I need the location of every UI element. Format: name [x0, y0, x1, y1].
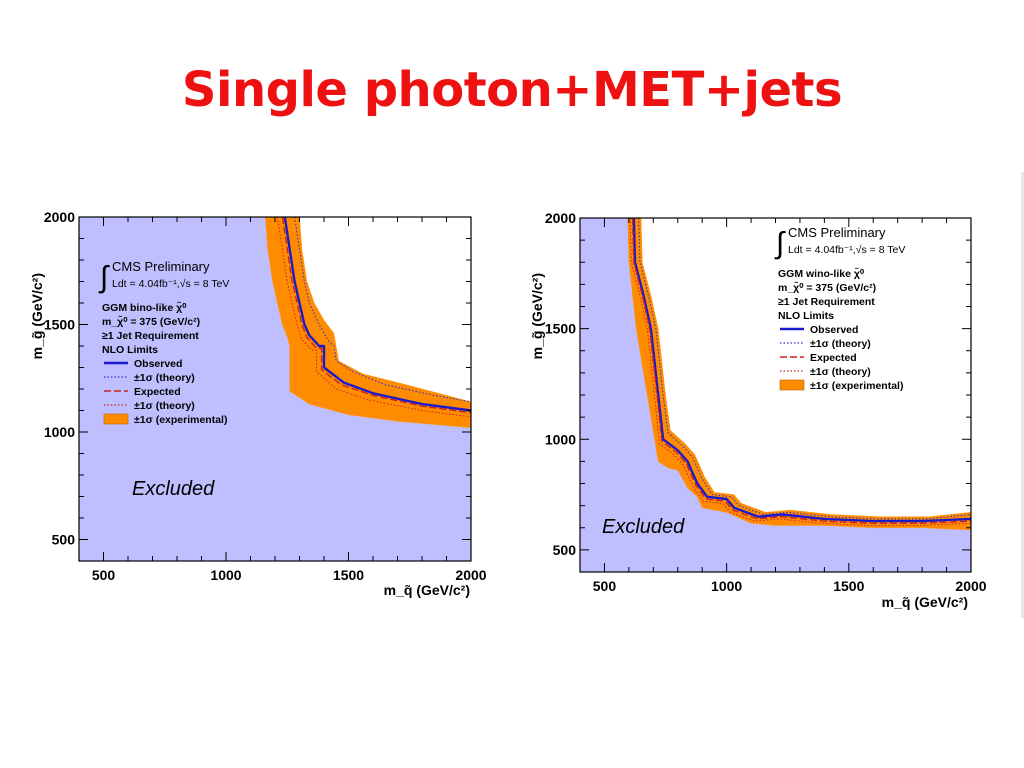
legend-label: Expected — [810, 352, 857, 364]
legend-label: ±1σ (theory) — [810, 366, 871, 378]
legend-swatch — [103, 413, 129, 425]
slide-edge-divider — [1021, 172, 1024, 618]
x-tick-label: 500 — [593, 578, 617, 594]
x-axis-label: m_q̃ (GeV/c²) — [384, 582, 470, 598]
legend-lumi: Ldt = 4.04fb⁻¹,√s = 8 TeV — [788, 244, 905, 256]
legend-header: CMS Preliminary — [112, 259, 210, 274]
slide-title: Single photon+MET+jets — [181, 62, 843, 118]
y-tick-label: 2000 — [44, 209, 75, 225]
excluded-label: Excluded — [602, 516, 685, 538]
y-tick-label: 2000 — [545, 210, 576, 226]
excluded-region — [79, 217, 471, 561]
excluded-region — [580, 218, 971, 572]
series-line-theory-plus — [294, 216, 472, 403]
legend-info-line: m_χ̃⁰ = 375 (GeV/c²) — [778, 281, 876, 294]
legend-label: Observed — [134, 358, 182, 370]
legend-info-line: m_χ̃⁰ = 375 (GeV/c²) — [102, 315, 200, 328]
chart-panel-left: 500 1000 1500 2000 500 1000 1500 2000 m_q̃ (GeV/… — [29, 205, 510, 605]
series-line-observed — [283, 216, 472, 412]
chart-panel-right: 500 1000 1500 2000 500 1000 1500 2000 m_q̃ (GeV/… — [528, 205, 1008, 615]
series-line-expected — [631, 217, 972, 524]
y-tick-label: 1000 — [545, 431, 576, 447]
legend-label: ±1σ (experimental) — [134, 414, 227, 426]
x-tick-label: 500 — [92, 567, 116, 583]
series-line-expected — [281, 216, 472, 414]
band-experimental — [264, 216, 472, 428]
legend-label: ±1σ (theory) — [134, 400, 195, 412]
y-tick-label: 500 — [52, 532, 76, 548]
y-axis-label: m_g̃ (GeV/c²) — [529, 273, 545, 359]
x-axis-label: m_q̃ (GeV/c²) — [882, 594, 968, 610]
x-tick-label: 2000 — [955, 578, 986, 594]
series-line-observed — [632, 217, 972, 523]
x-tick-label: 1500 — [833, 578, 864, 594]
excluded-label: Excluded — [132, 478, 215, 500]
legend-info-line: NLO Limits — [102, 344, 158, 356]
y-tick-label: 1500 — [545, 321, 576, 337]
legend-label: ±1σ (theory) — [134, 372, 195, 384]
integral-sign: ∫ — [774, 227, 786, 260]
legend-info-line: ≥1 Jet Requirement — [778, 296, 875, 308]
legend-info-line: ≥1 Jet Requirement — [102, 330, 199, 342]
y-axis-label: m_g̃ (GeV/c²) — [29, 273, 45, 359]
legend-info-line: GGM wino-like χ̃⁰ — [778, 267, 865, 280]
x-tick-label: 1000 — [210, 567, 241, 583]
y-tick-label: 1000 — [44, 424, 75, 440]
integral-sign: ∫ — [98, 261, 110, 294]
x-tick-label: 1000 — [711, 578, 742, 594]
legend-info-line: GGM bino-like χ̃⁰ — [102, 301, 187, 314]
x-tick-label: 1500 — [333, 567, 364, 583]
legend-header: CMS Preliminary — [788, 225, 886, 240]
legend-label: Expected — [134, 386, 181, 398]
legend-swatch — [779, 379, 805, 391]
y-tick-label: 1500 — [44, 317, 75, 333]
legend-label: ±1σ (theory) — [810, 338, 871, 350]
legend-lumi: Ldt = 4.04fb⁻¹,√s = 8 TeV — [112, 278, 229, 290]
legend-label: Observed — [810, 324, 858, 336]
x-tick-label: 2000 — [455, 567, 486, 583]
legend-info-line: NLO Limits — [778, 310, 834, 322]
y-tick-label: 500 — [553, 542, 577, 558]
legend-label: ±1σ (experimental) — [810, 380, 903, 392]
